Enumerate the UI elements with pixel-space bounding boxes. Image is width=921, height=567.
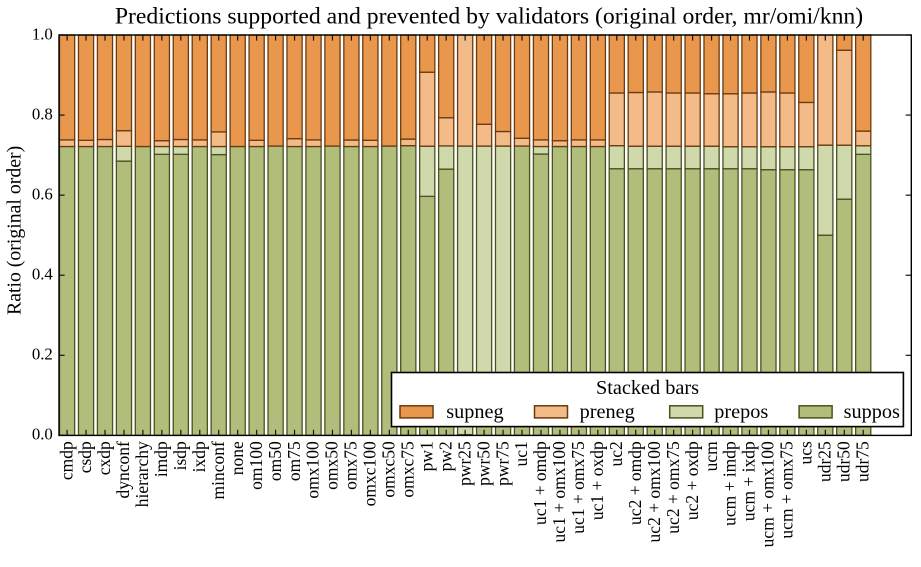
svg-text:om75: om75 — [284, 441, 304, 481]
svg-text:hierarchy: hierarchy — [132, 441, 152, 507]
svg-text:0.8: 0.8 — [32, 104, 53, 123]
svg-text:1.0: 1.0 — [32, 24, 53, 43]
svg-text:csdp: csdp — [75, 441, 95, 473]
svg-text:minconf: minconf — [208, 441, 228, 499]
svg-text:udr50: udr50 — [833, 441, 853, 482]
svg-text:cmdp: cmdp — [56, 441, 76, 480]
svg-text:dynconf: dynconf — [113, 441, 133, 499]
svg-text:om50: om50 — [265, 441, 285, 481]
svg-text:Ratio (original order): Ratio (original order) — [3, 146, 25, 315]
svg-text:omxc75: omxc75 — [397, 441, 417, 498]
svg-text:uc2: uc2 — [606, 441, 626, 466]
svg-text:suppos: suppos — [844, 401, 900, 423]
svg-text:ucm + imdp: ucm + imdp — [720, 441, 740, 526]
svg-text:ucm + ixdp: ucm + ixdp — [739, 441, 759, 521]
svg-text:uc1: uc1 — [511, 441, 531, 466]
svg-text:uc2 + omx75: uc2 + omx75 — [663, 441, 683, 534]
svg-text:ixdp: ixdp — [189, 441, 209, 472]
svg-text:0.4: 0.4 — [32, 265, 54, 284]
svg-text:isdp: isdp — [170, 441, 190, 470]
svg-text:0.2: 0.2 — [32, 345, 53, 364]
svg-text:udr25: udr25 — [815, 441, 835, 482]
svg-text:imdp: imdp — [151, 441, 171, 477]
svg-text:uc1 + oxdp: uc1 + oxdp — [587, 441, 607, 520]
svg-text:omxc100: omxc100 — [360, 441, 380, 506]
svg-text:prepos: prepos — [714, 401, 768, 423]
svg-text:ucm: ucm — [701, 441, 721, 472]
svg-text:cxdp: cxdp — [94, 441, 114, 475]
svg-text:udr75: udr75 — [852, 441, 872, 482]
svg-text:uc2 + oxdp: uc2 + oxdp — [682, 441, 702, 520]
svg-text:0.6: 0.6 — [32, 184, 53, 203]
svg-text:supneg: supneg — [446, 401, 503, 423]
svg-text:uc1 + omx100: uc1 + omx100 — [549, 441, 569, 542]
svg-text:uc2 + omx100: uc2 + omx100 — [644, 441, 664, 542]
svg-text:Predictions supported and prev: Predictions supported and prevented by v… — [115, 3, 863, 29]
svg-text:Stacked bars: Stacked bars — [596, 377, 699, 399]
svg-text:omxc50: omxc50 — [379, 441, 399, 498]
svg-text:ucm + omx100: ucm + omx100 — [758, 441, 778, 547]
svg-text:pwr25: pwr25 — [454, 441, 474, 486]
svg-text:uc2 + omdp: uc2 + omdp — [625, 441, 645, 525]
svg-text:uc1 + omdp: uc1 + omdp — [530, 441, 550, 525]
svg-text:preneg: preneg — [580, 401, 635, 423]
svg-text:ucm + omx75: ucm + omx75 — [777, 441, 797, 539]
svg-text:ucs: ucs — [796, 441, 816, 465]
svg-text:pw1: pw1 — [416, 441, 436, 471]
svg-text:omx75: omx75 — [341, 441, 361, 490]
svg-text:0.0: 0.0 — [32, 425, 53, 444]
svg-text:pw2: pw2 — [435, 441, 455, 471]
svg-text:pwr50: pwr50 — [473, 441, 493, 486]
svg-text:omx100: omx100 — [303, 441, 323, 499]
svg-text:omx50: omx50 — [322, 441, 342, 490]
svg-text:none: none — [227, 441, 247, 475]
svg-text:pwr75: pwr75 — [492, 441, 512, 486]
svg-text:om100: om100 — [246, 441, 266, 490]
svg-text:uc1 + omx75: uc1 + omx75 — [568, 441, 588, 534]
